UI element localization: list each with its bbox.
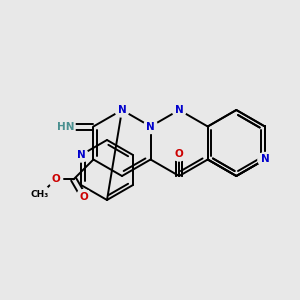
Circle shape [258, 152, 272, 167]
Text: N: N [118, 105, 126, 115]
Circle shape [144, 119, 158, 134]
Text: HN: HN [57, 122, 74, 131]
Circle shape [76, 190, 91, 204]
Text: N: N [76, 150, 85, 160]
Circle shape [172, 103, 186, 117]
Circle shape [172, 147, 186, 161]
Text: O: O [51, 174, 60, 184]
Circle shape [74, 148, 88, 162]
Circle shape [30, 185, 50, 205]
Circle shape [49, 172, 63, 186]
Text: O: O [175, 149, 184, 159]
Text: N: N [260, 154, 269, 164]
Text: N: N [175, 105, 184, 115]
Text: N: N [146, 122, 155, 131]
Text: CH₃: CH₃ [31, 190, 49, 200]
Circle shape [56, 118, 74, 136]
Text: O: O [79, 192, 88, 202]
Circle shape [115, 103, 129, 117]
